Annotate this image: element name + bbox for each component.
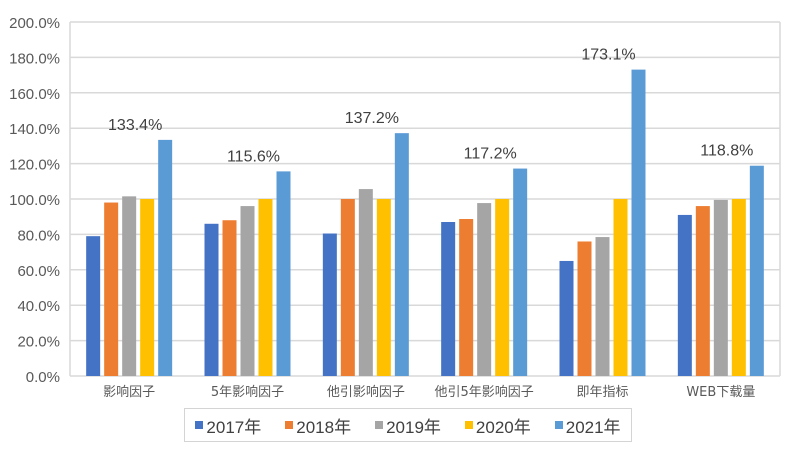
data-labels: 133.4% 115.6% 137.2% 117.2% 173.1% 118.8% bbox=[108, 47, 753, 166]
bar bbox=[358, 189, 373, 376]
bar bbox=[104, 202, 119, 376]
y-tick-label: 180.0% bbox=[9, 50, 60, 67]
bar bbox=[394, 133, 409, 376]
data-label: 118.8% bbox=[700, 143, 753, 160]
data-label: 115.6% bbox=[227, 148, 280, 165]
bar bbox=[222, 220, 237, 376]
bar bbox=[495, 199, 510, 376]
bar bbox=[86, 236, 101, 376]
y-tick-label: 20.0% bbox=[17, 334, 60, 351]
bar bbox=[240, 206, 255, 376]
y-tick-label: 40.0% bbox=[17, 298, 60, 315]
legend-swatch bbox=[195, 421, 204, 429]
bar bbox=[376, 199, 391, 376]
bar bbox=[340, 199, 355, 376]
bar bbox=[577, 241, 592, 376]
bar bbox=[477, 203, 492, 376]
legend-item-2018: 2018年 bbox=[285, 413, 351, 438]
y-tick-label: 60.0% bbox=[17, 263, 60, 280]
bar bbox=[459, 219, 474, 376]
bar bbox=[276, 171, 291, 376]
legend-label: 2020年 bbox=[475, 417, 531, 437]
legend-label: 2017年 bbox=[206, 417, 262, 437]
bar bbox=[713, 199, 728, 376]
bar bbox=[122, 196, 137, 376]
data-label: 173.1% bbox=[581, 47, 635, 64]
bar bbox=[731, 199, 746, 376]
bar bbox=[513, 168, 528, 376]
legend-item-2017: 2017年 bbox=[195, 413, 261, 438]
legend-swatch bbox=[554, 421, 563, 429]
y-axis-ticks: 0.0% 20.0% 40.0% 60.0% 80.0% 100.0% 120.0% 140.… bbox=[9, 15, 60, 386]
y-tick-label: 100.0% bbox=[9, 192, 60, 209]
legend-swatch bbox=[375, 421, 384, 429]
x-tick-label: 即年指标 bbox=[576, 385, 628, 400]
legend-label: 2018年 bbox=[296, 417, 352, 437]
bar bbox=[258, 199, 273, 376]
bar bbox=[749, 165, 764, 376]
legend-swatch bbox=[464, 421, 473, 429]
data-label: 117.2% bbox=[464, 146, 517, 163]
data-label: 137.2% bbox=[345, 110, 399, 127]
y-tick-label: 140.0% bbox=[9, 121, 60, 138]
legend-item-2020: 2020年 bbox=[464, 413, 531, 438]
bar bbox=[322, 233, 337, 376]
bar bbox=[613, 199, 628, 376]
bar bbox=[140, 199, 155, 376]
y-tick-label: 0.0% bbox=[26, 369, 60, 386]
legend-item-2021: 2021年 bbox=[554, 413, 621, 438]
y-tick-label: 80.0% bbox=[17, 227, 60, 244]
bar bbox=[631, 69, 646, 376]
y-tick-label: 160.0% bbox=[9, 86, 60, 103]
bars bbox=[86, 69, 764, 376]
x-tick-label: 影响因子 bbox=[103, 384, 155, 400]
x-tick-label: 他引5年影响因子 bbox=[435, 384, 534, 400]
legend-label: 2019年 bbox=[386, 417, 441, 437]
bar bbox=[677, 214, 692, 376]
bar bbox=[559, 260, 574, 376]
legend: 2017年 2018年 2019年 2020年 2021年 bbox=[184, 408, 632, 442]
y-tick-label: 200.0% bbox=[9, 15, 60, 32]
legend-item-2019: 2019年 bbox=[375, 413, 441, 438]
bar bbox=[595, 237, 610, 376]
bar bbox=[158, 139, 173, 376]
x-tick-label: 5年影响因子 bbox=[211, 384, 284, 400]
legend-label: 2021年 bbox=[565, 417, 621, 437]
x-tick-label: 他引影响因子 bbox=[327, 384, 405, 400]
bar bbox=[695, 206, 710, 376]
data-label: 133.4% bbox=[108, 117, 162, 134]
legend-swatch bbox=[285, 421, 294, 429]
x-axis-ticks: 影响因子 5年影响因子 他引影响因子 他引5年影响因子 即年指标 WEB下载量 bbox=[103, 384, 755, 400]
bar bbox=[441, 222, 456, 376]
x-tick-label: WEB下载量 bbox=[686, 385, 755, 400]
y-tick-label: 120.0% bbox=[9, 157, 60, 174]
bar bbox=[204, 223, 219, 376]
gridlines bbox=[69, 21, 781, 377]
